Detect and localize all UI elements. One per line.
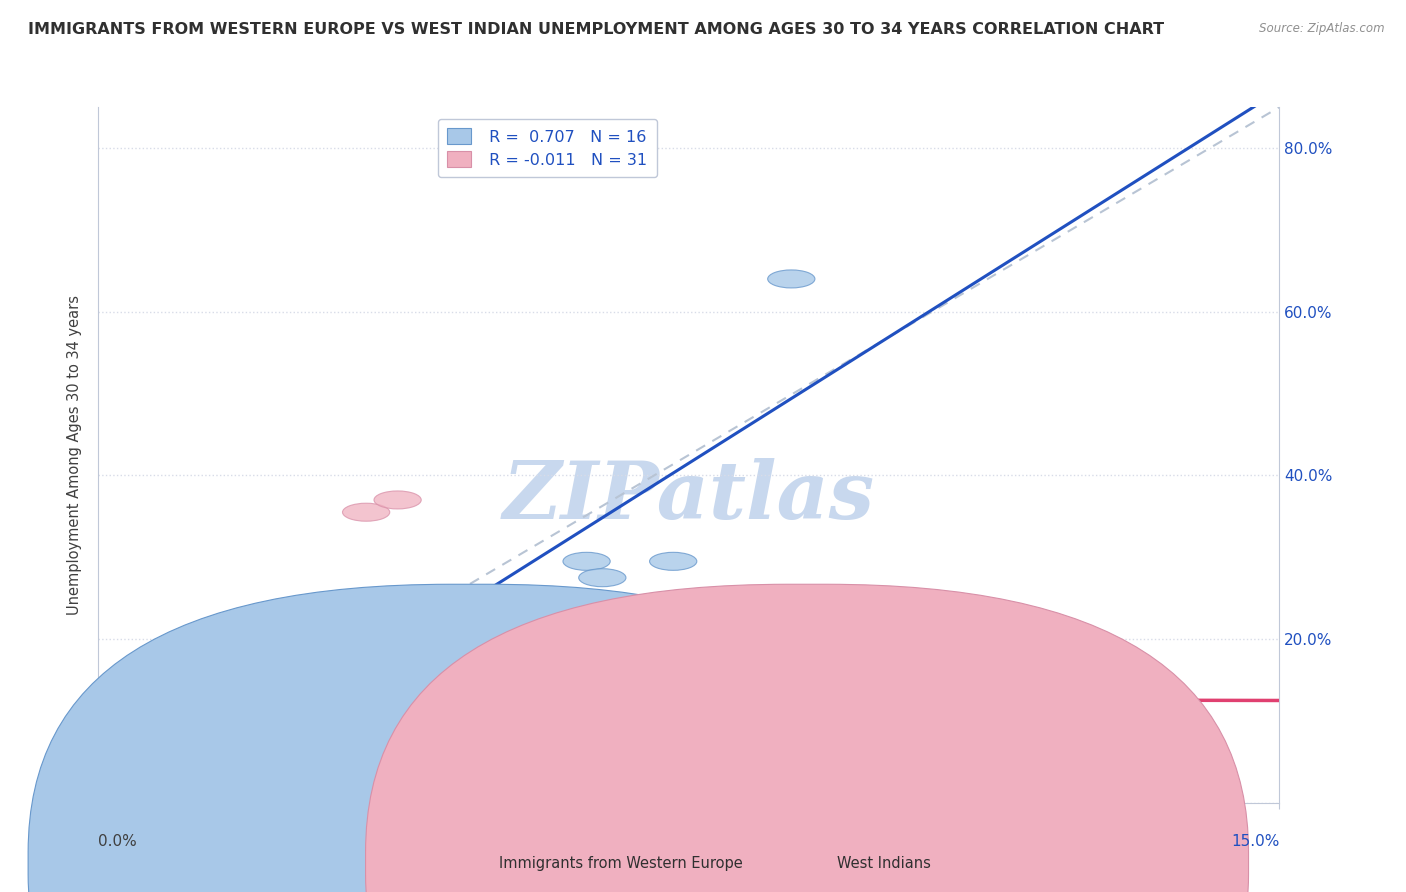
Text: West Indians: West Indians — [837, 855, 931, 871]
Legend:  R =  0.707   N = 16,  R = -0.011   N = 31: R = 0.707 N = 16, R = -0.011 N = 31 — [437, 119, 657, 178]
Ellipse shape — [129, 765, 177, 783]
Ellipse shape — [201, 671, 247, 689]
Ellipse shape — [326, 667, 374, 685]
Ellipse shape — [516, 618, 562, 636]
Ellipse shape — [484, 626, 531, 644]
Ellipse shape — [153, 679, 201, 698]
Ellipse shape — [138, 757, 186, 775]
Ellipse shape — [326, 699, 374, 718]
Ellipse shape — [492, 683, 540, 701]
Ellipse shape — [846, 737, 894, 755]
Text: 15.0%: 15.0% — [1232, 834, 1279, 849]
Ellipse shape — [201, 679, 247, 698]
Ellipse shape — [114, 748, 162, 767]
Ellipse shape — [232, 683, 280, 701]
Ellipse shape — [114, 769, 162, 788]
Ellipse shape — [169, 671, 217, 689]
Ellipse shape — [98, 753, 146, 771]
Ellipse shape — [271, 658, 319, 677]
Ellipse shape — [217, 696, 264, 714]
Ellipse shape — [374, 491, 422, 509]
Ellipse shape — [247, 696, 295, 714]
Ellipse shape — [177, 688, 225, 706]
Ellipse shape — [295, 663, 343, 681]
Ellipse shape — [107, 769, 153, 788]
Text: 0.0%: 0.0% — [98, 834, 138, 849]
Ellipse shape — [193, 663, 240, 681]
Ellipse shape — [768, 270, 815, 288]
Ellipse shape — [579, 569, 626, 587]
Ellipse shape — [122, 773, 169, 791]
Ellipse shape — [162, 696, 208, 714]
Ellipse shape — [925, 724, 973, 742]
Ellipse shape — [232, 667, 280, 685]
Ellipse shape — [177, 679, 225, 698]
Text: ZIPatlas: ZIPatlas — [503, 458, 875, 535]
Ellipse shape — [146, 688, 193, 706]
Ellipse shape — [689, 748, 737, 767]
Ellipse shape — [311, 688, 359, 706]
Ellipse shape — [122, 757, 169, 775]
Text: Immigrants from Western Europe: Immigrants from Western Europe — [499, 855, 742, 871]
Ellipse shape — [225, 688, 271, 706]
Ellipse shape — [571, 761, 619, 779]
Ellipse shape — [343, 503, 389, 521]
Ellipse shape — [208, 679, 256, 698]
Y-axis label: Unemployment Among Ages 30 to 34 years: Unemployment Among Ages 30 to 34 years — [67, 295, 83, 615]
Text: Source: ZipAtlas.com: Source: ZipAtlas.com — [1260, 22, 1385, 36]
Ellipse shape — [768, 761, 815, 779]
Ellipse shape — [562, 552, 610, 570]
Ellipse shape — [90, 761, 138, 779]
Ellipse shape — [186, 688, 232, 706]
Ellipse shape — [138, 769, 186, 788]
Ellipse shape — [650, 552, 697, 570]
Text: IMMIGRANTS FROM WESTERN EUROPE VS WEST INDIAN UNEMPLOYMENT AMONG AGES 30 TO 34 Y: IMMIGRANTS FROM WESTERN EUROPE VS WEST I… — [28, 22, 1164, 37]
Ellipse shape — [153, 765, 201, 783]
Ellipse shape — [107, 761, 153, 779]
